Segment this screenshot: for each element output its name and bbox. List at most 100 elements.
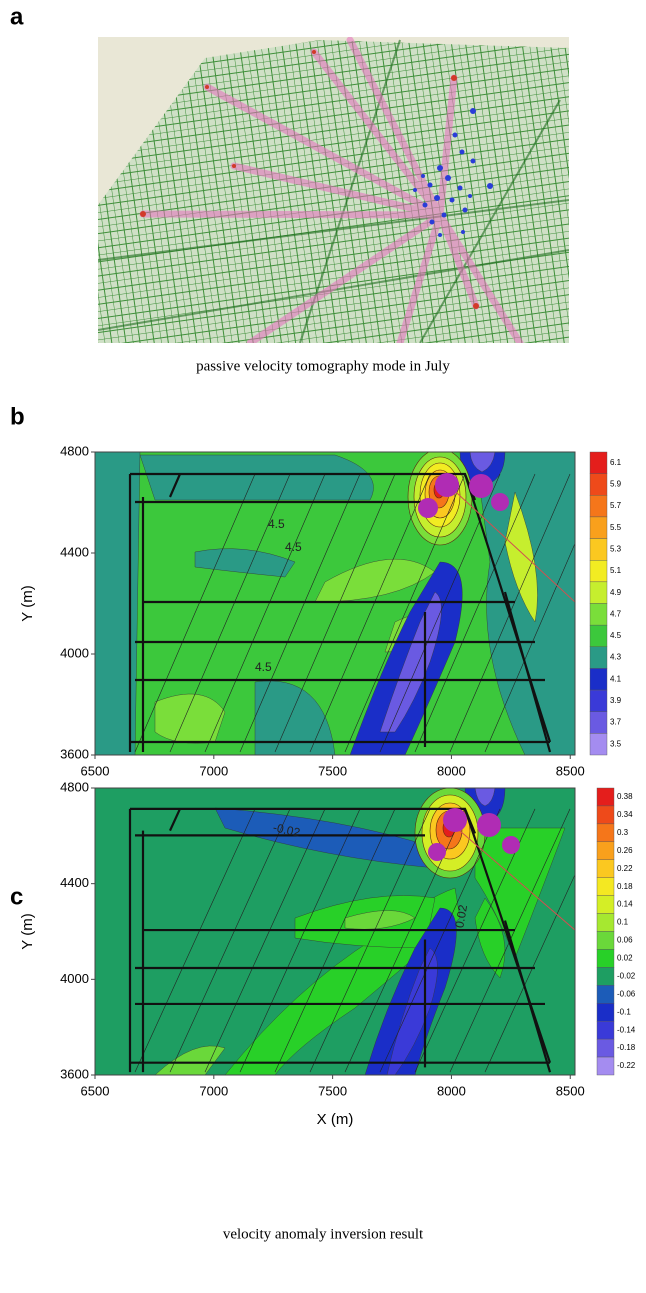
- hatch-line: [309, 473, 431, 753]
- colorbar-label: -0.02: [617, 971, 636, 980]
- colorbar-label: -0.18: [617, 1043, 636, 1052]
- colorbar-swatch: [596, 967, 615, 986]
- contour-label: 4.5: [285, 540, 302, 554]
- panel-letter: b: [10, 403, 25, 430]
- colorbar-swatch: [596, 1020, 615, 1040]
- colorbar-label: 4.3: [610, 653, 622, 662]
- plot-area: 4.54.54.5: [95, 452, 575, 755]
- x-axis-label: X (m): [317, 1111, 354, 1128]
- workings: [130, 474, 550, 752]
- panel-letter: c: [10, 883, 23, 910]
- x-tick-label: 6500: [81, 1083, 110, 1098]
- y-tick-label: 3600: [60, 746, 89, 761]
- event-marker: [418, 498, 438, 518]
- y-tick-label: 4400: [60, 544, 89, 559]
- colorbar-label: 0.3: [617, 828, 629, 837]
- colorbar-swatch: [589, 495, 608, 518]
- colorbar-label: 0.34: [617, 810, 633, 819]
- contour-region: [474, 788, 496, 807]
- colorbar-swatch: [596, 895, 615, 914]
- colorbar-swatch: [589, 538, 608, 561]
- x-tick-label: 8000: [437, 1083, 466, 1098]
- plot-frame: [94, 451, 576, 756]
- event-marker: [443, 808, 467, 832]
- workings: [130, 809, 550, 1072]
- hatch-line: [169, 473, 291, 753]
- colorbar-swatch: [596, 859, 615, 878]
- tomography-render: [98, 37, 569, 343]
- y-tick-label: 4800: [60, 443, 89, 458]
- colorbar-label: 0.06: [617, 936, 633, 945]
- hatch-line: [344, 473, 466, 753]
- colorbar-swatch: [596, 931, 615, 950]
- event-marker: [477, 813, 501, 837]
- hatch-line: [239, 808, 361, 1073]
- colorbar-swatch: [589, 581, 608, 604]
- colorbar-label: 0.38: [617, 792, 633, 801]
- colorbar-swatch: [596, 1056, 615, 1076]
- hatch-line: [169, 808, 291, 1073]
- colorbar-swatch: [589, 733, 608, 756]
- colorbar-label: 0.18: [617, 882, 633, 891]
- colorbar-swatch: [589, 516, 608, 539]
- colorbar-swatch: [596, 877, 615, 896]
- contour-region: [154, 693, 226, 744]
- hatch-line: [239, 473, 361, 753]
- colorbar-label: 3.7: [610, 718, 622, 727]
- fault-line: [444, 817, 575, 931]
- event-marker: [469, 474, 493, 498]
- contour-label: 4.5: [268, 517, 285, 531]
- colorbar-swatch: [596, 823, 615, 843]
- colorbar-label: 0.1: [617, 918, 629, 927]
- fault-line: [444, 481, 575, 603]
- colorbar-label: 5.5: [610, 523, 622, 532]
- colorbar-label: 0.14: [617, 900, 633, 909]
- x-tick-label: 7000: [199, 1083, 228, 1098]
- colorbar-label: -0.1: [617, 1007, 631, 1016]
- contour-region: [139, 454, 374, 501]
- colorbar-swatch: [589, 473, 608, 496]
- colorbar-label: 3.9: [610, 696, 622, 705]
- colorbar-label: 0.02: [617, 954, 633, 963]
- colorbar-label: 0.22: [617, 864, 633, 873]
- colorbar-label: 4.7: [610, 609, 622, 618]
- colorbar-swatch: [589, 451, 608, 474]
- event-marker: [428, 843, 446, 861]
- colorbar-swatch: [596, 787, 615, 807]
- hatch-line: [274, 808, 396, 1073]
- y-axis-label: Y (m): [19, 585, 36, 621]
- contour-region: [469, 452, 496, 473]
- hatch-line: [484, 542, 575, 753]
- x-tick-label: 7000: [199, 763, 228, 778]
- contour-label: 0.02: [452, 903, 470, 929]
- colorbar-swatch: [589, 711, 608, 734]
- hatch-line: [134, 808, 256, 1073]
- x-tick-label: 7500: [318, 1083, 347, 1098]
- y-tick-label: 4000: [60, 645, 89, 660]
- x-tick-label: 7500: [318, 763, 347, 778]
- colorbar-swatch: [596, 985, 615, 1004]
- hatch-line: [204, 473, 326, 753]
- colorbar-label: -0.22: [617, 1061, 636, 1070]
- y-tick-label: 4000: [60, 971, 89, 986]
- y-tick-label: 4800: [60, 779, 89, 794]
- colorbar-swatch: [589, 560, 608, 583]
- colorbar-swatch: [589, 603, 608, 626]
- hatch-line: [204, 808, 326, 1073]
- colorbar-label: 5.3: [610, 545, 622, 554]
- colorbar-label: 4.5: [610, 631, 622, 640]
- x-tick-label: 6500: [81, 763, 110, 778]
- colorbar-swatch: [596, 913, 615, 932]
- event-marker: [502, 836, 520, 854]
- colorbar-swatch: [596, 841, 615, 860]
- hatch-line: [309, 808, 431, 1073]
- y-axis-label: Y (m): [19, 913, 36, 949]
- y-tick-label: 3600: [60, 1066, 89, 1081]
- colorbar-swatch: [596, 1038, 615, 1058]
- colorbar-swatch: [596, 1003, 615, 1022]
- colorbar-label: 4.9: [610, 588, 622, 597]
- y-tick-label: 4400: [60, 875, 89, 890]
- x-tick-label: 8000: [437, 763, 466, 778]
- colorbar-label: 4.1: [610, 674, 622, 683]
- colorbar-swatch: [589, 668, 608, 691]
